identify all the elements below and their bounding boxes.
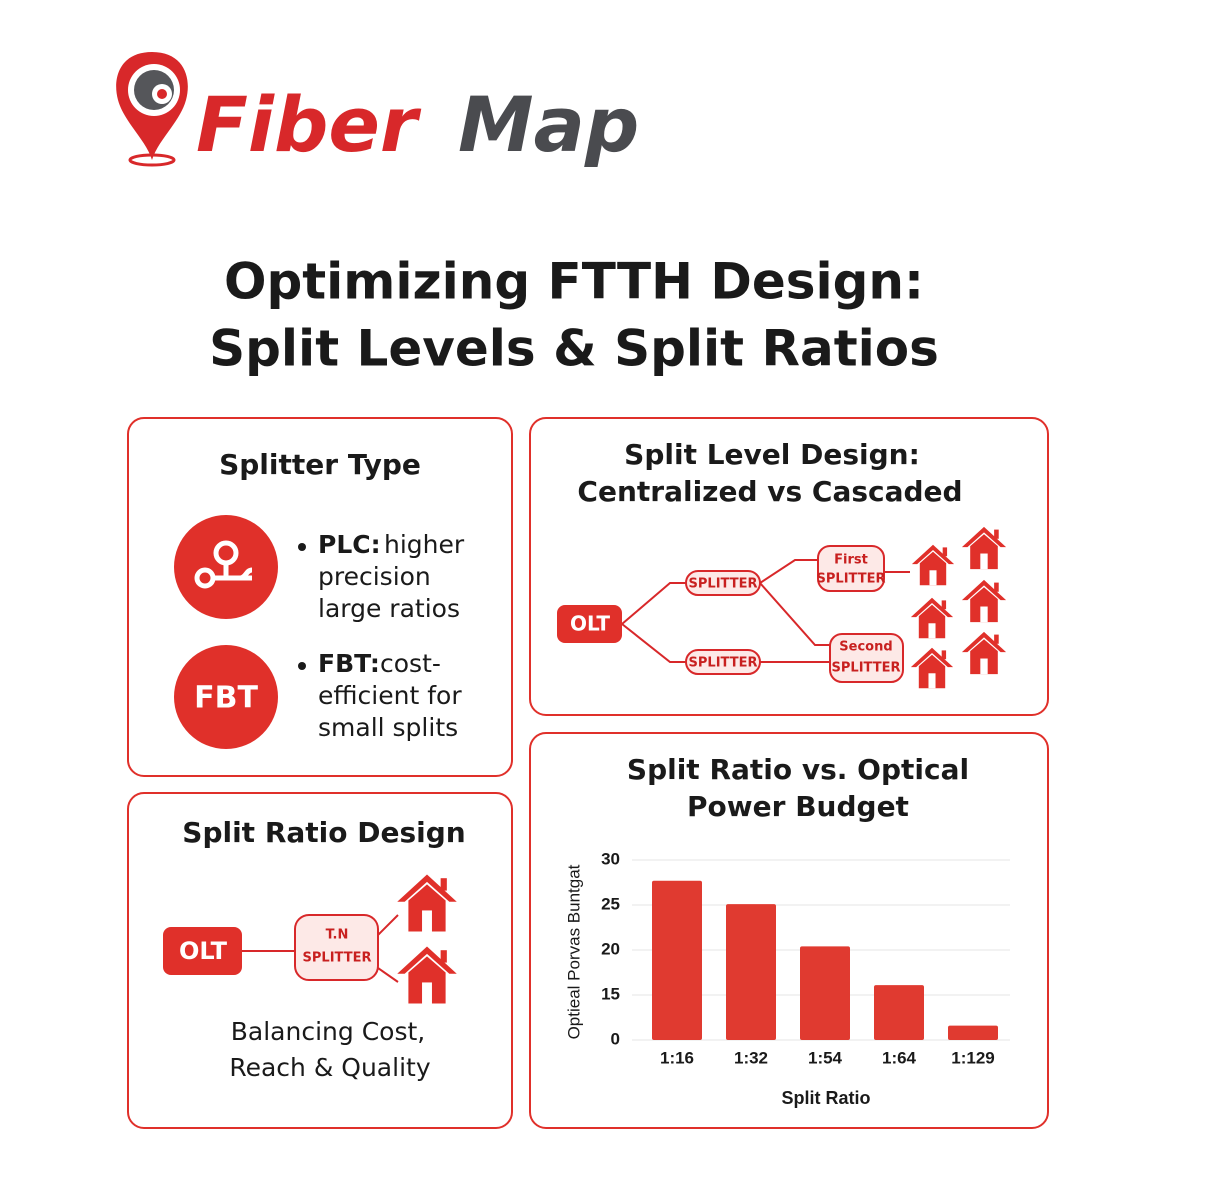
icon-text: FBT [194, 681, 258, 716]
x-tick-label: 1:129 [951, 1048, 994, 1067]
logo-word: Fiber [196, 80, 422, 169]
caption: Reach & Quality [229, 1053, 430, 1082]
x-tick-label: 1:32 [734, 1048, 768, 1067]
item-text: cost- [380, 649, 441, 678]
caption: Balancing Cost, [231, 1017, 425, 1046]
x-tick-label: 1:16 [660, 1048, 694, 1067]
icon [174, 645, 278, 749]
node-label: SPLITTER [303, 951, 372, 966]
bar [652, 880, 702, 1040]
node-label: OLT [179, 937, 228, 965]
item-text: small splits [318, 713, 458, 742]
panel-title: Centralized vs Cascaded [577, 475, 962, 508]
y-tick-label: 0 [611, 1029, 620, 1048]
node-label: SPLITTER [817, 572, 886, 587]
bar [874, 985, 924, 1040]
node-label: T.N [326, 928, 349, 943]
node-label: SPLITTER [689, 577, 758, 592]
node-label: Second [839, 640, 892, 655]
y-axis-label: Optieal Porvas Buntgat [564, 864, 583, 1039]
panel-title: Split Level Design: [624, 438, 920, 471]
x-axis-label: Split Ratio [782, 1088, 871, 1108]
chart-title: Split Ratio vs. Optical [627, 753, 969, 786]
logo: Fiber Map [116, 52, 639, 169]
node-label: First [834, 553, 868, 568]
y-tick-label: 15 [601, 984, 620, 1003]
chart-title: Power Budget [687, 790, 909, 823]
item-text: precision [318, 562, 431, 591]
item-label: FBT: [318, 649, 380, 678]
node-label: SPLITTER [832, 661, 901, 676]
bar [726, 904, 776, 1040]
diagram [163, 874, 457, 1004]
splitter-icon [194, 540, 253, 589]
item-text: higher [384, 530, 465, 559]
bar [948, 1025, 998, 1040]
panel [529, 417, 1049, 716]
item-text: efficient for [318, 681, 462, 710]
node-label: OLT [570, 612, 610, 636]
panel-title: Splitter Type [219, 448, 421, 481]
y-tick-label: 30 [601, 849, 620, 868]
bar [800, 946, 850, 1040]
diagram [557, 526, 1007, 689]
page-title: Split Levels & Split Ratios [209, 320, 939, 378]
x-tick-label: 1:64 [882, 1048, 917, 1067]
item-text: large ratios [318, 594, 460, 623]
panel-title: Split Ratio Design [182, 816, 465, 849]
y-tick-label: 20 [601, 939, 620, 958]
node-label: SPLITTER [689, 656, 758, 671]
x-tick-label: 1:54 [808, 1048, 843, 1067]
plot: 0 15 20 25 30 1:16 1:32 1:54 1:64 1:129 [601, 849, 1010, 1067]
y-tick-label: 25 [601, 894, 620, 913]
logo-word: Map [458, 80, 639, 169]
page-title: Optimizing FTTH Design: [224, 253, 924, 311]
item-label: PLC: [318, 530, 381, 559]
